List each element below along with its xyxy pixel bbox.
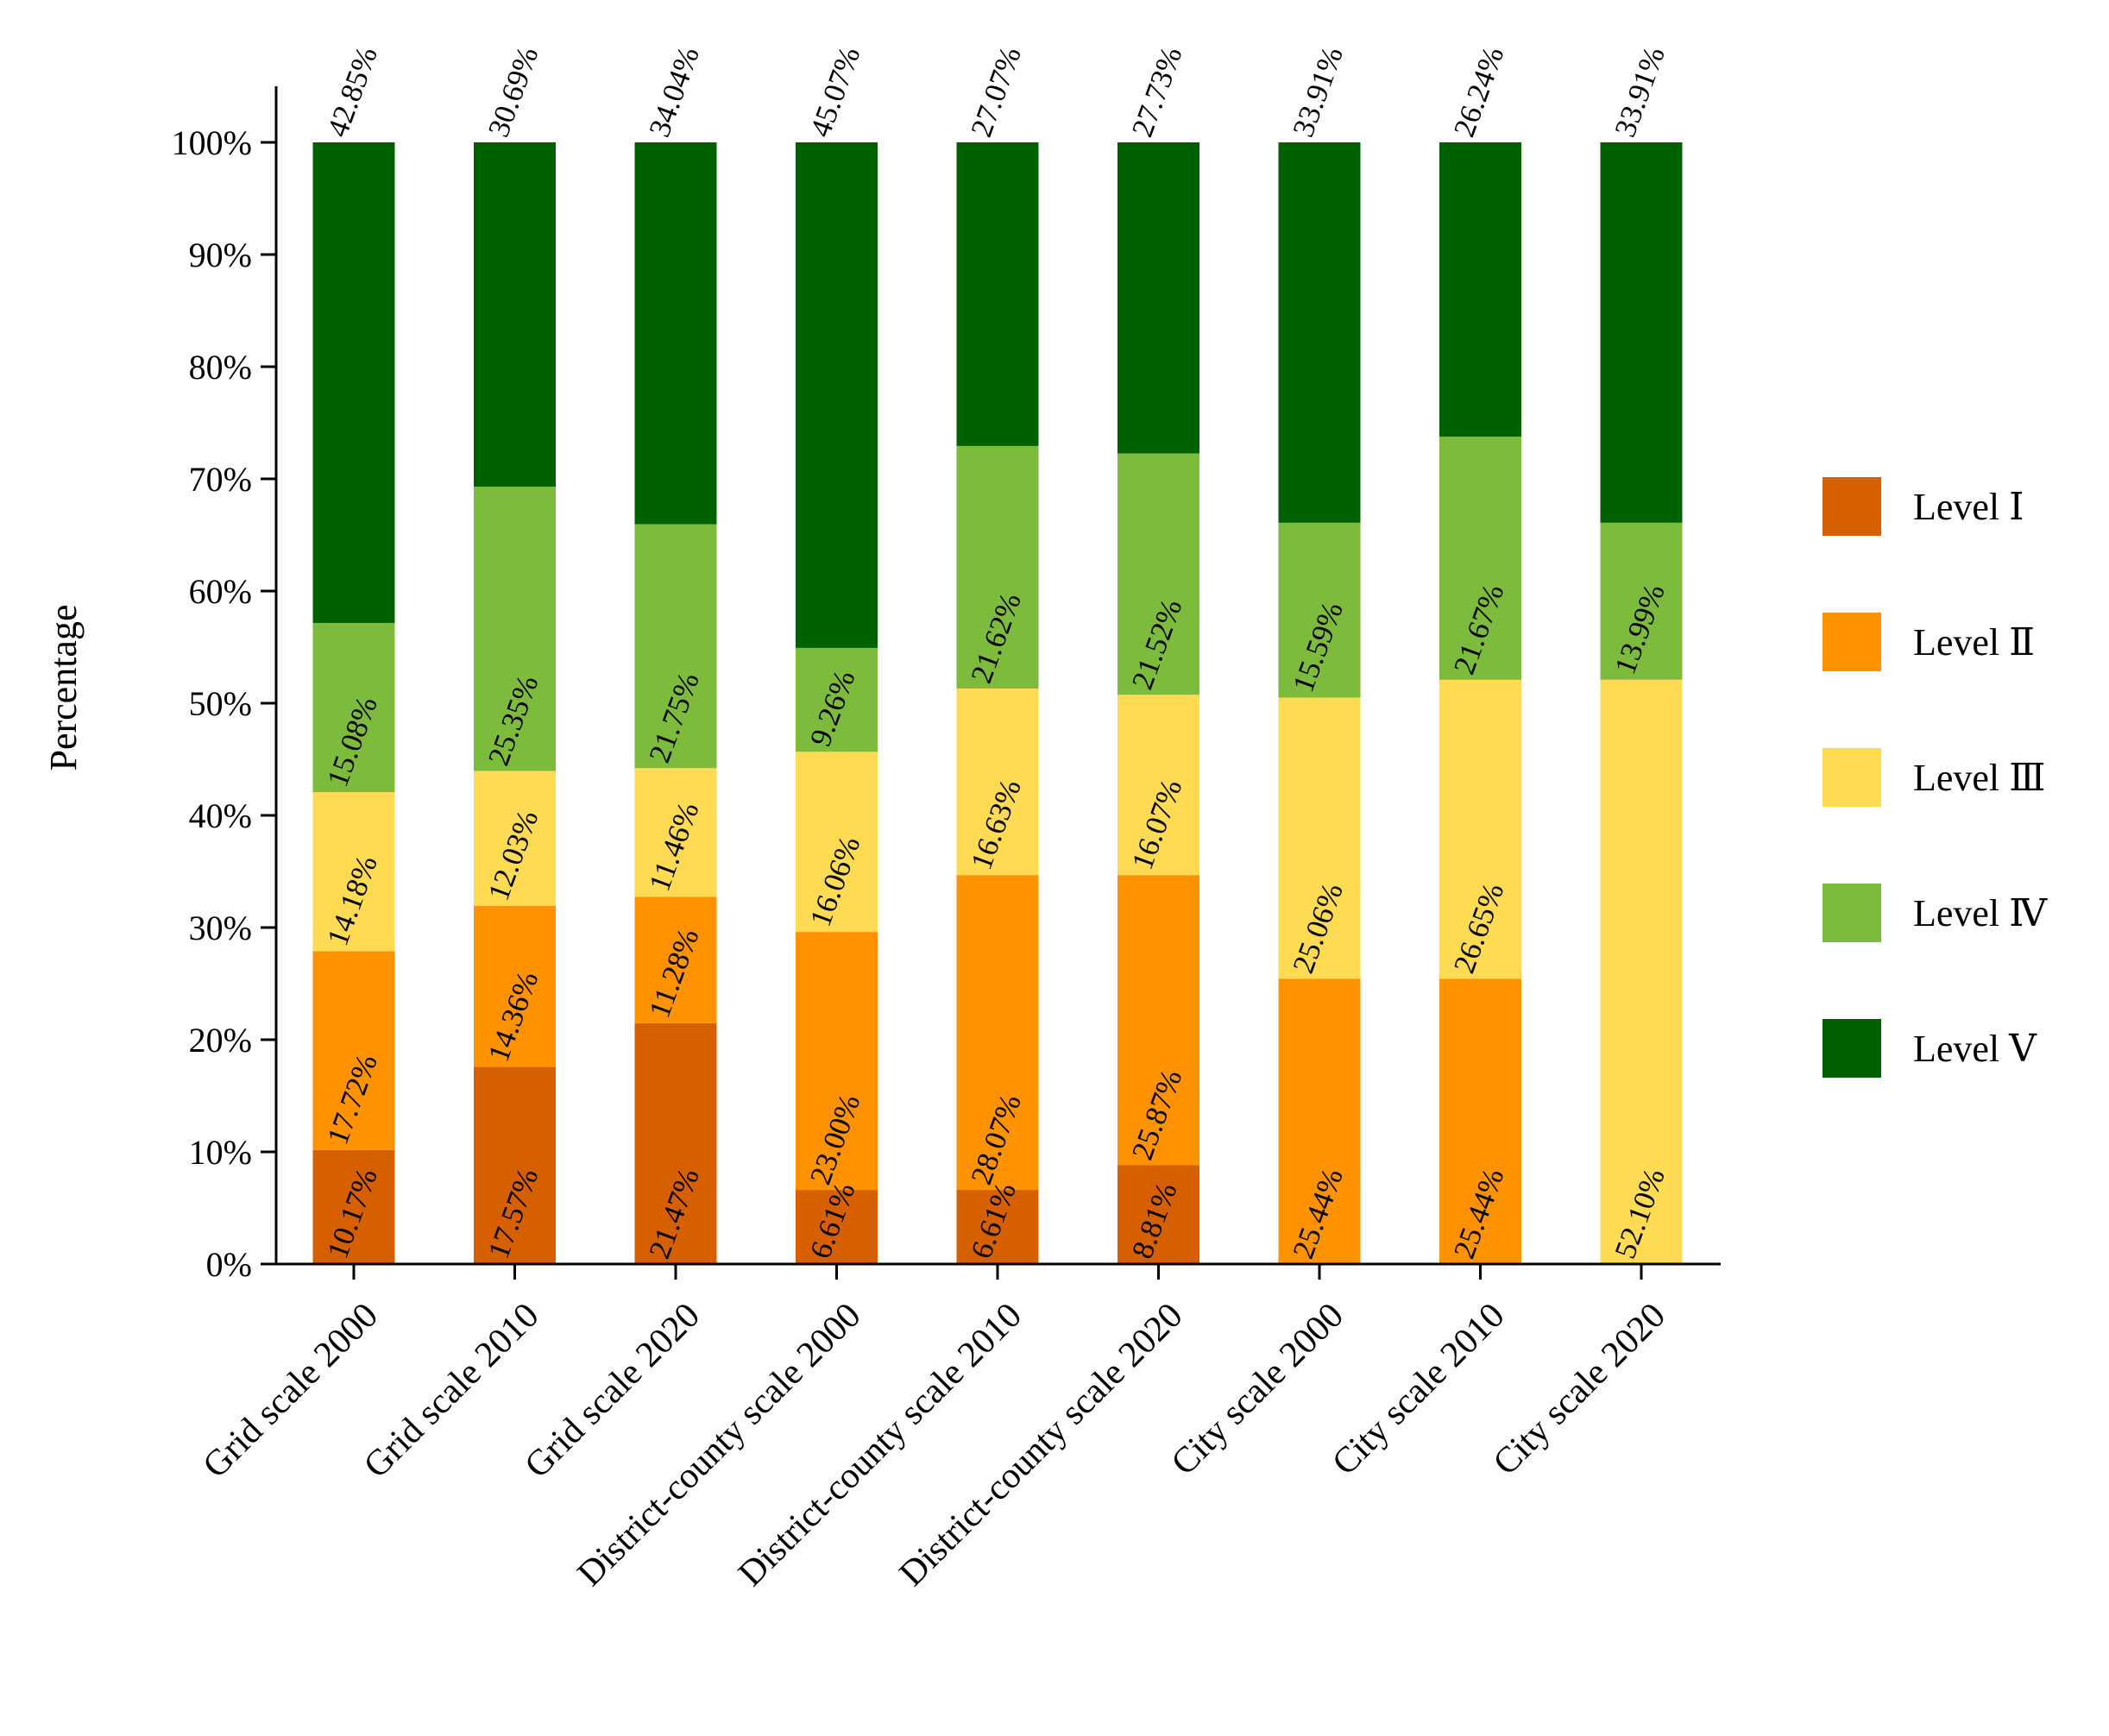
bar-segment-district-county-scale-2000-level-4 [796, 647, 878, 752]
bar-segment-district-county-scale-2020-level-3 [1117, 695, 1199, 876]
bar-segment-city-scale-2000-level-5 [1278, 142, 1361, 523]
bar-segment-district-county-scale-2000-level-5 [796, 142, 878, 648]
bar-segment-grid-scale-2020-level-1 [634, 1022, 717, 1264]
y-tick-label-8: 80% [189, 348, 252, 387]
data-label-city-scale-2000-level-5: 33.91% [1286, 42, 1350, 142]
bar-segment-grid-scale-2010-level-1 [474, 1066, 556, 1264]
legend-swatch-level-2 [1823, 613, 1881, 671]
data-label-city-scale-2020-level-5: 33.91% [1608, 42, 1671, 142]
legend-swatch-level-5 [1823, 1019, 1881, 1078]
data-label-city-scale-2010-level-5: 26.24% [1447, 42, 1511, 142]
bar-segment-grid-scale-2000-level-1 [312, 1149, 395, 1264]
legend-swatch-level-3 [1823, 748, 1881, 807]
bar-segment-city-scale-2000-level-2 [1278, 978, 1361, 1264]
bar-segment-grid-scale-2010-level-3 [474, 771, 556, 906]
bar-segment-district-county-scale-2020-level-1 [1117, 1165, 1199, 1264]
data-label-grid-scale-2000-level-5: 42.85% [320, 42, 384, 142]
legend: Level Ⅰ Level Ⅱ Level Ⅲ Level Ⅳ Level Ⅴ [1823, 477, 2048, 1078]
bar-segment-city-scale-2010-level-5 [1439, 142, 1521, 437]
y-tick-label-7: 70% [189, 460, 252, 499]
x-tick-label-city-scale-2020: City scale 2020 [1486, 1296, 1673, 1483]
bar-segment-grid-scale-2000-level-5 [312, 142, 395, 624]
y-tick-label-4: 40% [189, 796, 252, 835]
bar-segment-district-county-scale-2010-level-3 [956, 688, 1039, 876]
bar-segment-district-county-scale-2010-level-2 [956, 875, 1039, 1191]
bar-segment-grid-scale-2020-level-4 [634, 524, 717, 769]
y-tick-label-5: 50% [189, 684, 252, 723]
bar-segment-district-county-scale-2000-level-3 [796, 752, 878, 933]
data-label-district-county-scale-2010-level-5: 27.07% [964, 42, 1028, 142]
bar-segment-district-county-scale-2000-level-2 [796, 932, 878, 1191]
x-tick-label-city-scale-2000: City scale 2000 [1164, 1296, 1351, 1483]
bar-segment-grid-scale-2020-level-3 [634, 768, 717, 897]
y-tick-label-10: 100% [172, 123, 252, 162]
y-tick-label-1: 10% [189, 1133, 252, 1172]
bars-layer [312, 142, 1683, 1264]
y-tick-label-2: 20% [189, 1021, 252, 1060]
legend-label-level-3: Level Ⅲ [1913, 757, 2046, 799]
x-tick-label-city-scale-2010: City scale 2010 [1325, 1296, 1512, 1483]
data-label-grid-scale-2020-level-5: 34.04% [642, 42, 706, 142]
bar-segment-city-scale-2010-level-3 [1439, 679, 1521, 979]
legend-label-level-5: Level Ⅴ [1913, 1028, 2037, 1070]
bar-segment-grid-scale-2020-level-5 [634, 142, 717, 525]
bar-segment-district-county-scale-2020-level-5 [1117, 142, 1199, 454]
bar-segment-district-county-scale-2020-level-2 [1117, 875, 1199, 1166]
bar-segment-city-scale-2010-level-2 [1439, 978, 1521, 1264]
bar-segment-district-county-scale-2010-level-1 [956, 1190, 1039, 1264]
bar-segment-grid-scale-2010-level-2 [474, 905, 556, 1067]
bar-segment-district-county-scale-2000-level-1 [796, 1190, 878, 1264]
data-label-district-county-scale-2000-level-5: 45.07% [803, 42, 867, 142]
bar-segment-district-county-scale-2010-level-5 [956, 142, 1039, 446]
bar-segment-district-county-scale-2010-level-4 [956, 445, 1039, 689]
x-tick-label-district-county-scale-2010: District-county scale 2010 [731, 1296, 1029, 1594]
x-tick-label-district-county-scale-2020: District-county scale 2020 [892, 1296, 1191, 1594]
bar-segment-grid-scale-2020-level-2 [634, 896, 717, 1023]
bar-segment-city-scale-2000-level-3 [1278, 697, 1361, 979]
bar-segment-city-scale-2000-level-4 [1278, 522, 1361, 698]
bar-segment-city-scale-2020-level-5 [1600, 142, 1683, 523]
y-tick-label-0: 0% [206, 1245, 252, 1284]
bar-segment-grid-scale-2000-level-3 [312, 792, 395, 952]
bar-segment-city-scale-2020-level-4 [1600, 522, 1683, 680]
y-tick-label-3: 30% [189, 909, 252, 947]
legend-label-level-4: Level Ⅳ [1913, 892, 2048, 934]
y-tick-label-6: 60% [189, 572, 252, 611]
x-tick-label-district-county-scale-2000: District-county scale 2000 [570, 1296, 869, 1594]
bar-segment-city-scale-2020-level-3 [1600, 679, 1683, 1264]
bar-segment-grid-scale-2000-level-4 [312, 623, 395, 793]
y-axis-title: Percentage [42, 605, 85, 771]
legend-swatch-level-4 [1823, 884, 1881, 942]
data-label-grid-scale-2010-level-5: 30.69% [482, 42, 545, 142]
bar-segment-grid-scale-2000-level-2 [312, 951, 395, 1150]
legend-label-level-2: Level Ⅱ [1913, 621, 2035, 664]
axes-layer [261, 86, 1721, 1280]
y-tick-label-9: 90% [189, 236, 252, 274]
bar-segment-district-county-scale-2020-level-4 [1117, 453, 1199, 695]
data-label-district-county-scale-2020-level-5: 27.73% [1125, 42, 1189, 142]
bar-segment-grid-scale-2010-level-5 [474, 142, 556, 487]
legend-swatch-level-1 [1823, 477, 1881, 536]
bar-segment-city-scale-2010-level-4 [1439, 437, 1521, 680]
bar-segment-grid-scale-2010-level-4 [474, 486, 556, 771]
legend-label-level-1: Level Ⅰ [1913, 486, 2024, 528]
